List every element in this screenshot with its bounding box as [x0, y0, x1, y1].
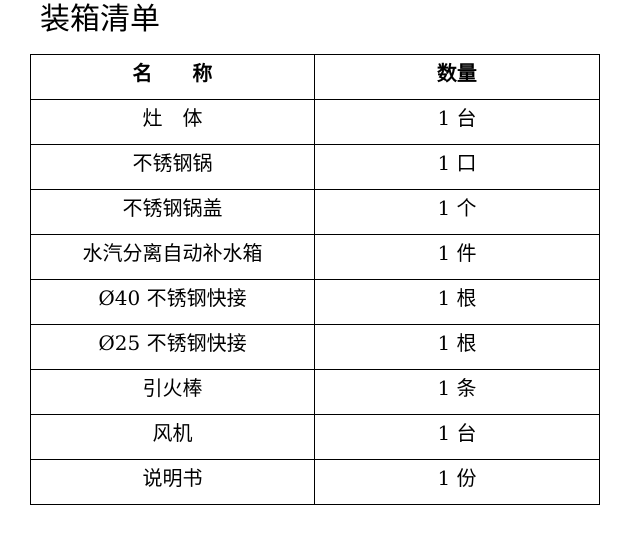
item-name: 风机	[30, 414, 315, 460]
item-name: Ø25 不锈钢快接	[30, 324, 315, 370]
page-title: 装箱清单	[40, 2, 160, 37]
item-quantity: 1 根	[314, 324, 600, 370]
table-row: Ø40 不锈钢快接 1 根	[30, 279, 600, 325]
table-row: 水汽分离自动补水箱 1 件	[30, 234, 600, 280]
item-name: 不锈钢锅	[30, 144, 315, 190]
item-name: Ø40 不锈钢快接	[30, 279, 315, 325]
table-header-row: 名 称 数量	[30, 54, 600, 100]
item-name: 水汽分离自动补水箱	[30, 234, 315, 280]
table-row: 风机 1 台	[30, 414, 600, 460]
item-name: 灶 体	[30, 99, 315, 145]
item-quantity: 1 个	[314, 189, 600, 235]
header-quantity: 数量	[314, 54, 600, 100]
item-name: 不锈钢锅盖	[30, 189, 315, 235]
item-quantity: 1 件	[314, 234, 600, 280]
item-quantity: 1 台	[314, 414, 600, 460]
table-row: 不锈钢锅 1 口	[30, 144, 600, 190]
item-quantity: 1 口	[314, 144, 600, 190]
item-quantity: 1 台	[314, 99, 600, 145]
header-name: 名 称	[30, 54, 315, 100]
table-row: 不锈钢锅盖 1 个	[30, 189, 600, 235]
item-quantity: 1 条	[314, 369, 600, 415]
item-name: 说明书	[30, 459, 315, 505]
table-row: 说明书 1 份	[30, 459, 600, 505]
table-row: 引火棒 1 条	[30, 369, 600, 415]
table-row: Ø25 不锈钢快接 1 根	[30, 324, 600, 370]
item-quantity: 1 份	[314, 459, 600, 505]
item-name: 引火棒	[30, 369, 315, 415]
item-quantity: 1 根	[314, 279, 600, 325]
